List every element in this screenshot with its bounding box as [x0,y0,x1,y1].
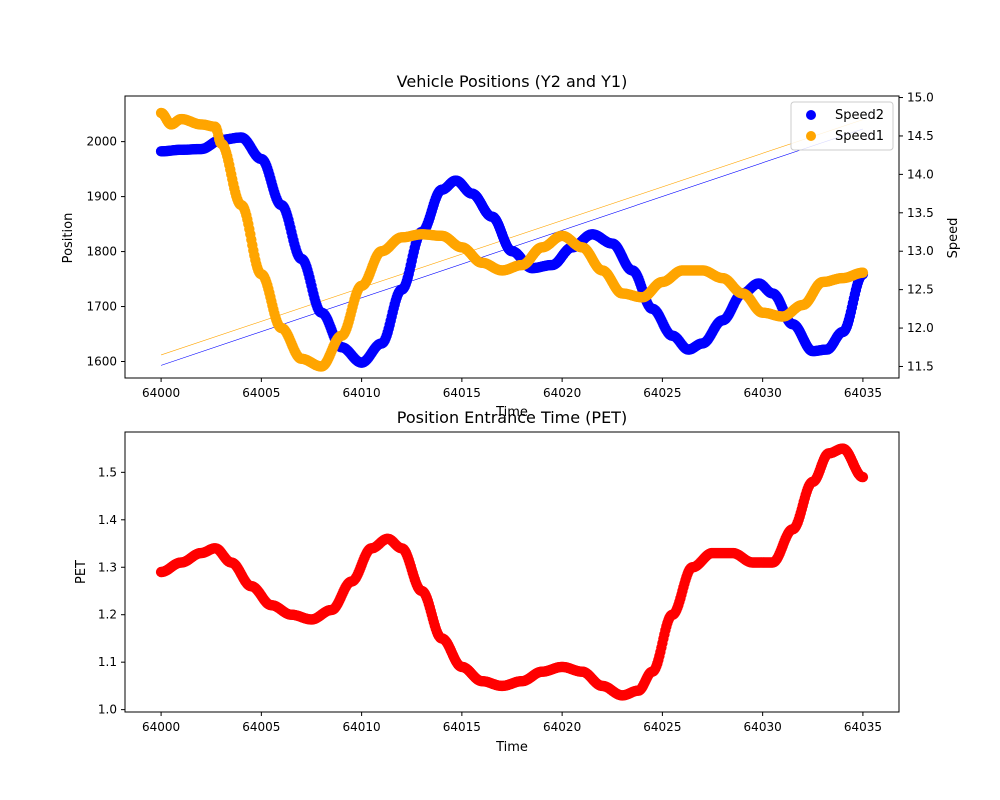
x-tick-label: 64000 [142,720,180,734]
bottom-scatter-points [155,443,869,701]
y1-line [160,119,864,356]
y2-tick-label: 12.5 [907,283,934,297]
top-scatter-points [155,107,869,372]
x-tick-label: 64030 [744,386,782,400]
x-tick-label: 64025 [643,720,681,734]
y-tick-label: 1700 [86,300,117,314]
speed2-series [155,132,869,368]
top-y2-ticks: 11.5 12.0 12.5 13.0 13.5 14.0 14.5 15.0 [899,91,934,373]
y-tick-label: 2000 [86,135,117,149]
y2-tick-label: 12.0 [907,321,934,335]
bottom-x-axis-label: Time [495,740,528,755]
x-tick-label: 64015 [443,720,481,734]
x-tick-label: 64035 [844,720,882,734]
top-chart-title: Vehicle Positions (Y2 and Y1) [397,72,628,91]
y-tick-label: 1900 [86,190,117,204]
bottom-x-ticks: 64000 64005 64010 64015 64020 64025 64030 64035 [142,712,882,734]
legend: Speed2 Speed1 [790,101,894,151]
top-y2-axis-label: Speed [946,218,961,259]
speed1-point [857,267,869,278]
legend-marker-speed1 [806,131,816,141]
bottom-y-ticks: 1.0 1.1 1.2 1.3 1.4 1.5 [98,465,125,717]
y-tick-label: 1.5 [98,465,117,479]
y-tick-label: 1.3 [98,560,117,574]
top-plot-frame [124,95,900,379]
top-y-axis-label: Position [61,213,76,264]
y-tick-label: 1800 [86,245,117,259]
y-tick-label: 1.4 [98,513,117,527]
x-tick-label: 64010 [343,720,381,734]
x-tick-label: 64000 [142,386,180,400]
x-tick-label: 64005 [242,386,280,400]
series0-series [155,443,869,701]
series0-point [857,471,869,483]
y2-tick-label: 11.5 [907,359,934,373]
bottom-y-axis-label: PET [74,560,89,584]
y2-tick-label: 14.0 [907,167,934,181]
y2-tick-label: 14.5 [907,129,934,143]
legend-box [790,101,894,151]
x-tick-label: 64020 [543,386,581,400]
y2-tick-label: 13.0 [907,244,934,258]
speed1-series [155,107,869,372]
x-tick-label: 64035 [844,386,882,400]
legend-label-speed2: Speed2 [835,108,884,123]
top-subplot: Vehicle Positions (Y2 and Y1) Time Posit… [61,72,961,420]
top-x-axis-label: Time [495,405,528,420]
legend-label-speed1: Speed1 [835,129,884,144]
x-tick-label: 64015 [443,386,481,400]
y-tick-label: 1.2 [98,608,117,622]
x-tick-label: 64005 [242,720,280,734]
x-tick-label: 64010 [343,386,381,400]
y-tick-label: 1.0 [98,703,117,717]
y2-tick-label: 13.5 [907,206,934,220]
top-x-ticks: 64000 64005 64010 64015 64020 64025 64030 64035 [142,378,882,400]
x-tick-label: 64025 [643,386,681,400]
bottom-chart-title: Position Entrance Time (PET) [397,408,627,427]
legend-marker-speed2 [806,110,816,120]
top-y-ticks: 1600 1700 1800 1900 2000 [86,135,125,369]
bottom-subplot: Position Entrance Time (PET) Time PET 64… [74,408,900,755]
bottom-plot-frame [124,431,900,713]
y-tick-label: 1.1 [98,655,117,669]
y-tick-label: 1600 [86,355,117,369]
y2-tick-label: 15.0 [907,91,934,105]
x-tick-label: 64030 [744,720,782,734]
x-tick-label: 64020 [543,720,581,734]
